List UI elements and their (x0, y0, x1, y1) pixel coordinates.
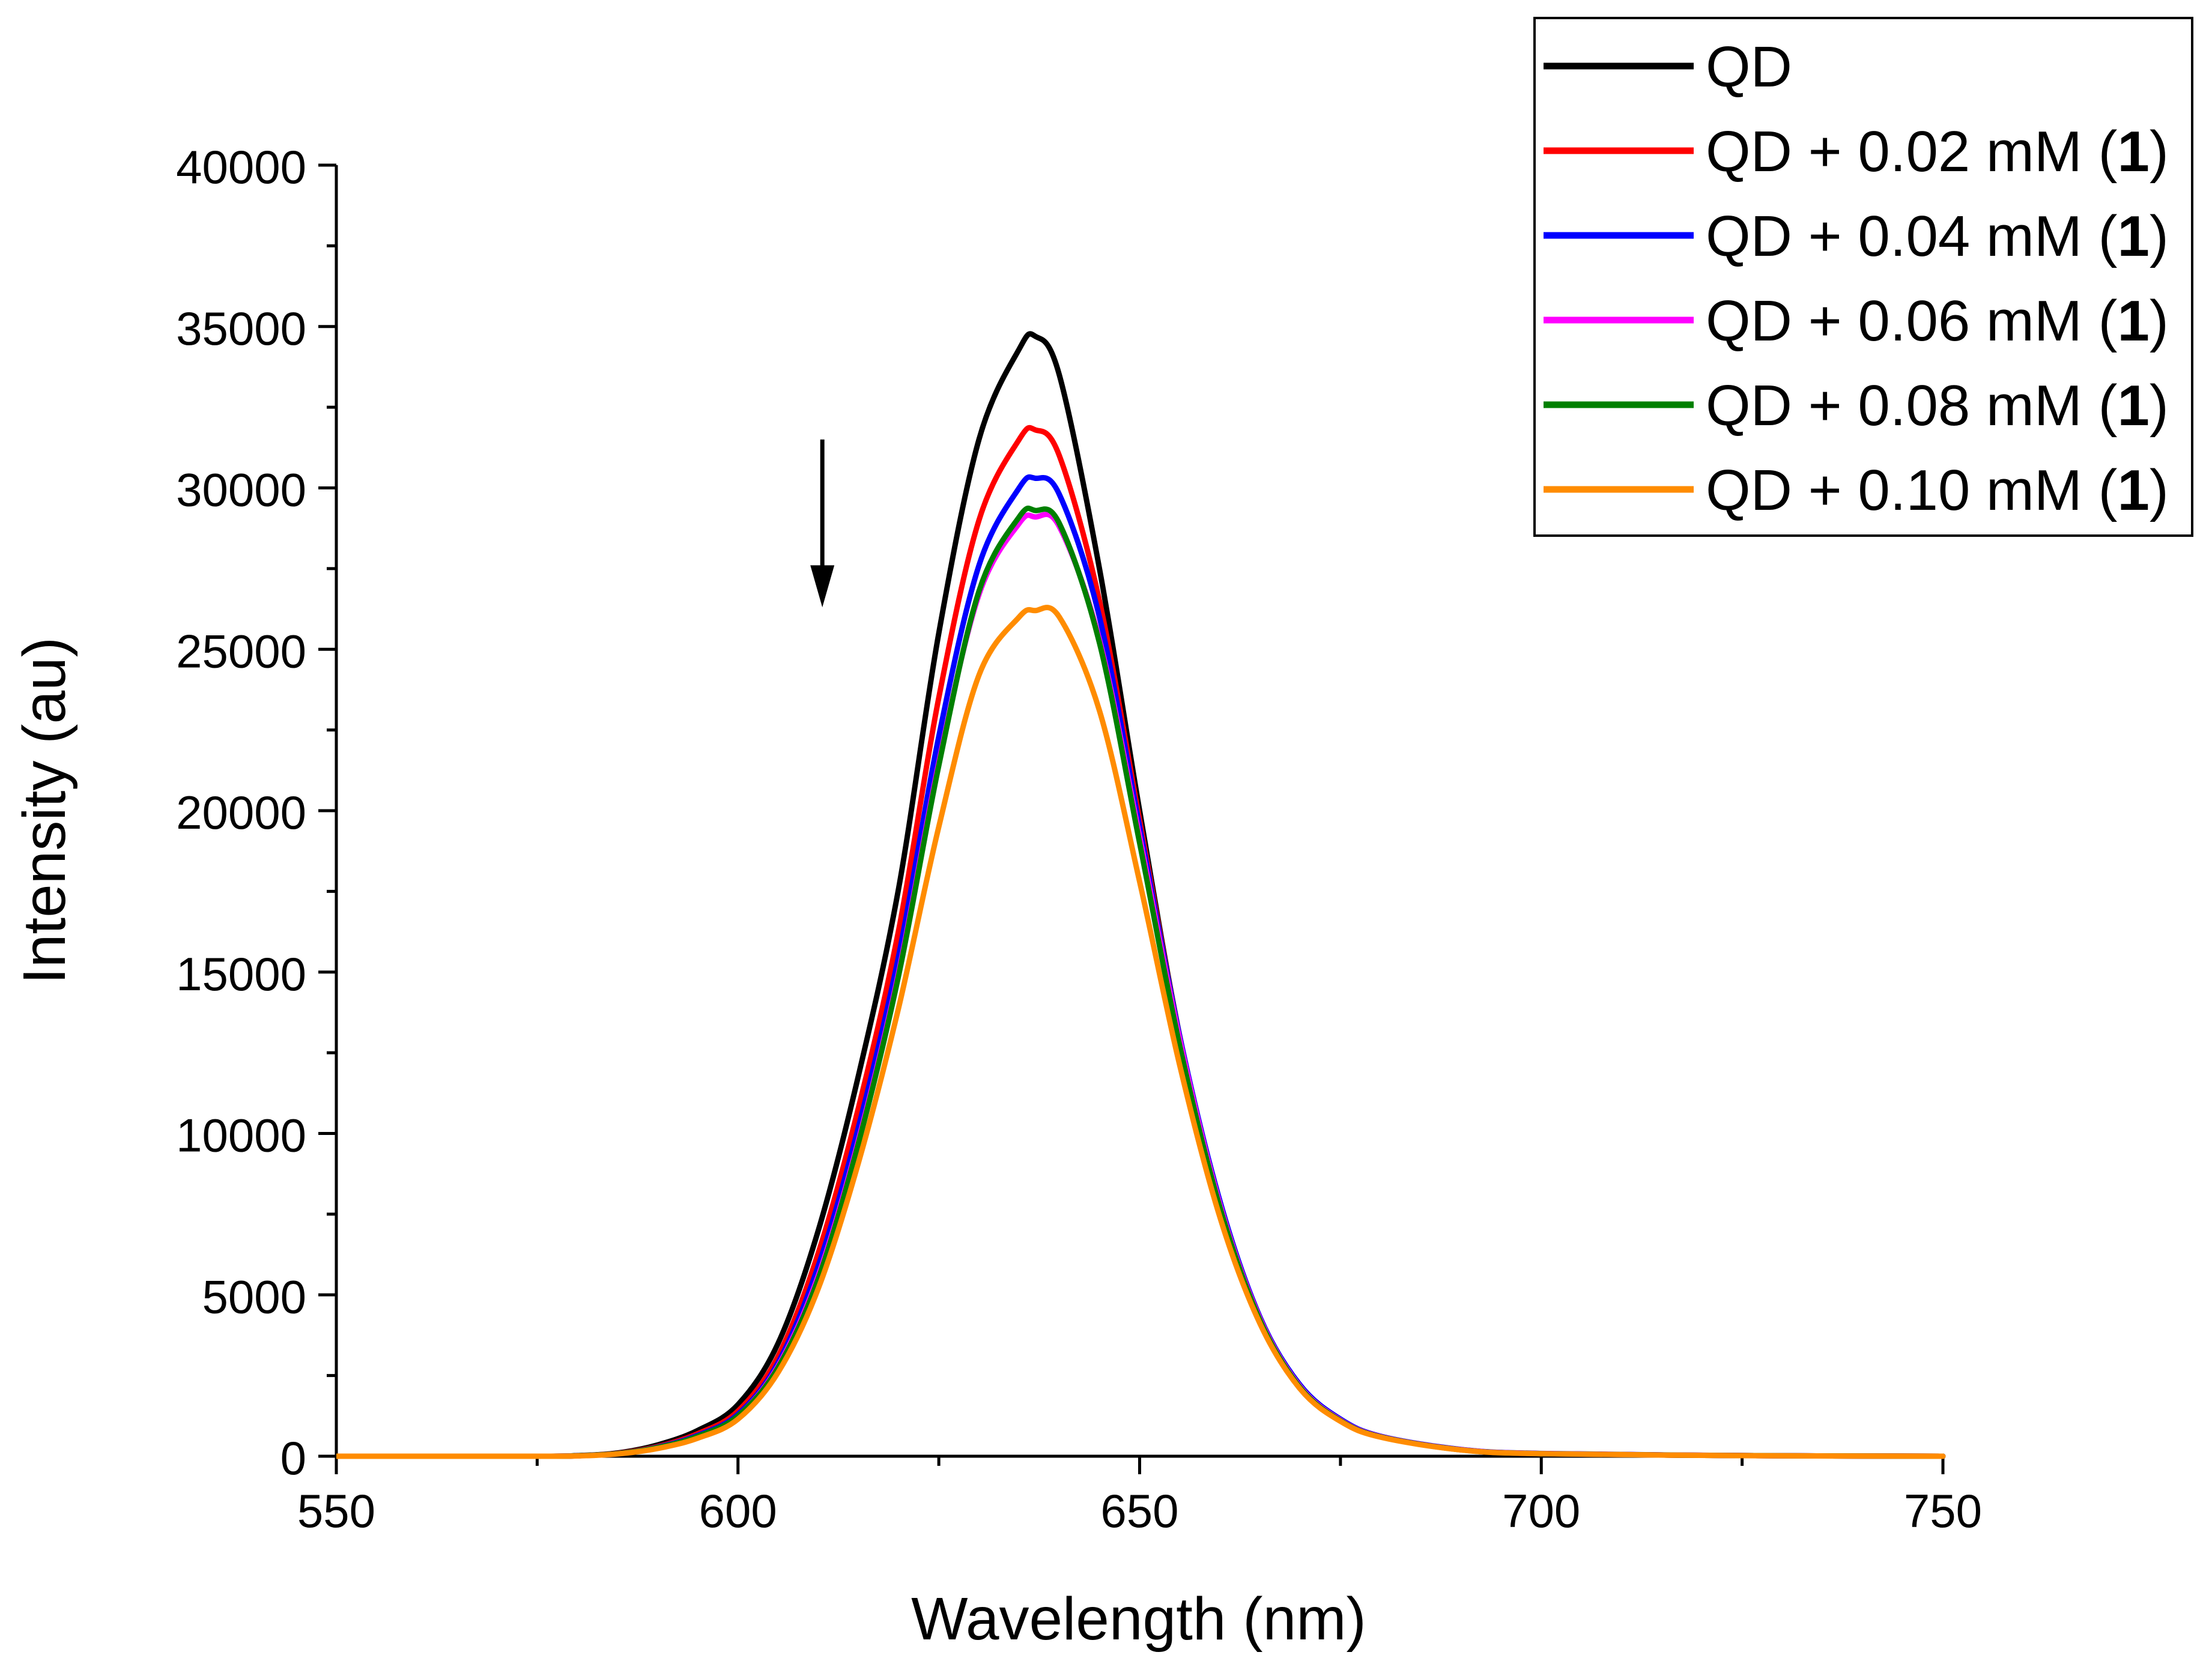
x-tick-label: 700 (1502, 1484, 1580, 1537)
x-tick-label: 750 (1904, 1484, 1982, 1537)
x-tick-label: 650 (1100, 1484, 1178, 1537)
legend-label: QD + 0.06 mM (1) (1706, 289, 2169, 353)
series-line-1 (336, 425, 1946, 1459)
series-line-5 (336, 605, 1946, 1459)
x-tick-label: 550 (297, 1484, 375, 1537)
legend-label-text: QD (1706, 35, 1792, 99)
legend-label-end: ) (2150, 374, 2169, 438)
legend-label: QD + 0.04 mM (1) (1706, 204, 2169, 268)
legend-label-bold: 1 (2118, 204, 2150, 268)
legend-label-text: QD + 0.02 mM ( (1706, 120, 2118, 184)
legend-label: QD + 0.02 mM (1) (1706, 120, 2169, 184)
legend-label: QD (1706, 35, 1792, 99)
x-axis: 550 600 650 700 750 (297, 1456, 1982, 1537)
legend-box (1533, 17, 2193, 537)
legend-label: QD + 0.10 mM (1) (1706, 458, 2169, 522)
legend-label-text: QD + 0.06 mM ( (1706, 289, 2118, 353)
legend-label-text: QD + 0.10 mM ( (1706, 458, 2118, 522)
legend-label-bold: 1 (2118, 289, 2150, 353)
legend-label-bold: 1 (2118, 374, 2150, 438)
y-tick-label: 0 (280, 1432, 306, 1484)
y-tick-label: 40000 (176, 141, 306, 193)
y-tick-label: 10000 (176, 1109, 306, 1162)
series-line-3 (336, 512, 1946, 1459)
arrow-head (810, 565, 835, 608)
legend-label-end: ) (2150, 120, 2169, 184)
y-axis: 0 5000 10000 15000 20000 25000 30000 35000 40000 (176, 141, 336, 1484)
legend-label-bold: 1 (2118, 458, 2150, 522)
y-tick-label: 15000 (176, 948, 306, 1000)
x-axis-label: Wavelength (nm) (911, 1585, 1366, 1653)
series-line-2 (336, 474, 1946, 1459)
y-tick-label: 35000 (176, 302, 306, 355)
legend-label-end: ) (2150, 204, 2169, 268)
legend-label: QD + 0.08 mM (1) (1706, 374, 2169, 438)
legend-label-end: ) (2150, 289, 2169, 353)
y-tick-label: 25000 (176, 625, 306, 677)
x-tick-label: 600 (699, 1484, 777, 1537)
legend-label-text: QD + 0.04 mM ( (1706, 204, 2118, 268)
y-tick-label: 20000 (176, 786, 306, 839)
series-line-4 (336, 505, 1946, 1459)
y-tick-label: 5000 (202, 1270, 306, 1323)
y-tick-label: 30000 (176, 464, 306, 516)
quench-arrow (810, 439, 835, 608)
legend-label-bold: 1 (2118, 120, 2150, 184)
legend-label-end: ) (2150, 458, 2169, 522)
series-lines (336, 331, 1946, 1459)
y-axis-label: Intensity (au) (11, 637, 78, 984)
legend-label-text: QD + 0.08 mM ( (1706, 374, 2118, 438)
